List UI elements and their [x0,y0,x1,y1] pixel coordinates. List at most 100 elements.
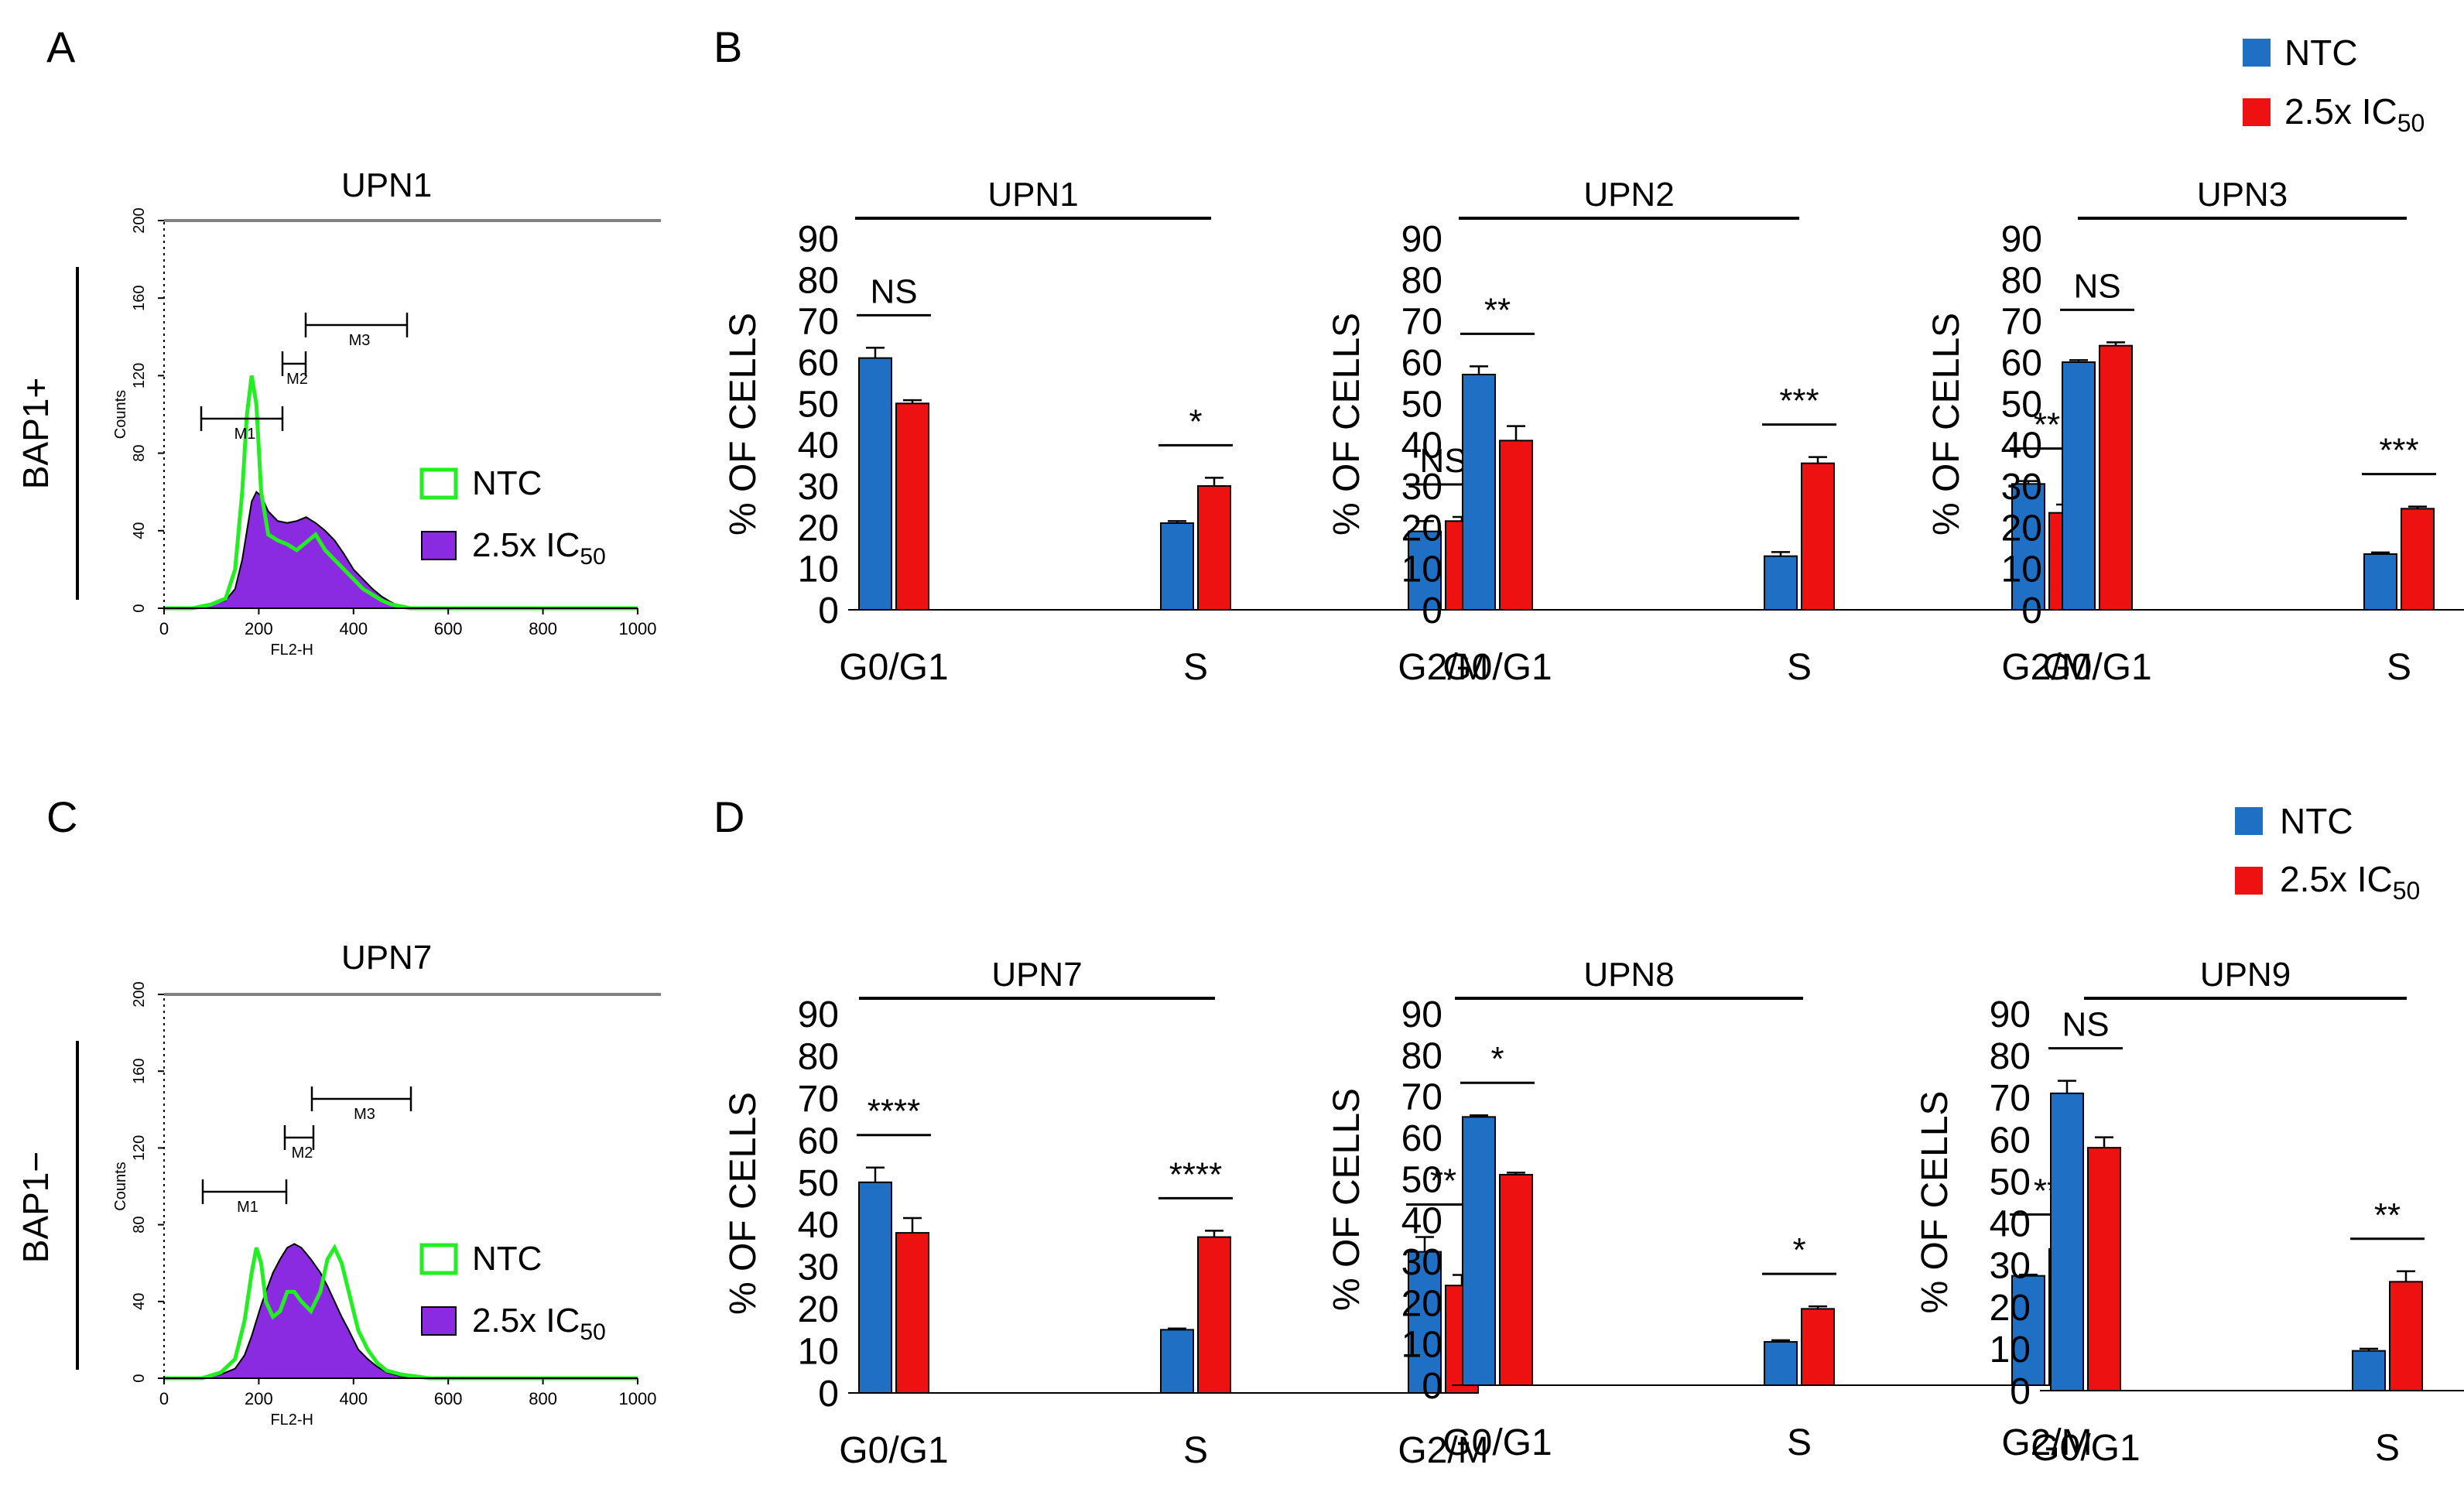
histogram-marker-m1: M1 [201,1179,288,1216]
histogram-marker-m3: M3 [310,1086,412,1123]
panel-letter-b: B [714,22,742,71]
ntc-bar-g0-g1 [858,357,892,611]
significance-label: ** [1430,1162,1456,1200]
bar-chart-title: UPN7 [991,956,1082,994]
legend-top-treated-sub: 50 [2397,109,2425,137]
bar-chart-y-tick-label: 50 [798,1163,839,1204]
treated-bar-s [1801,1308,1835,1387]
legend-top-treated-label: 2.5x IC50 [2284,91,2425,137]
bar-chart-y-tick-label: 60 [1401,343,1442,384]
ntc-bar-g0-g1 [1462,1116,1496,1387]
histogram-x-tick-label: 800 [529,619,557,638]
ntc-bar-s [1160,522,1194,611]
bar-chart-y-label: % OF CELLS [1926,313,1967,536]
bar-chart-category-label: S [1787,1422,1812,1463]
histogram-y-tick-label: 200 [131,981,148,1007]
bar-chart-y-tick-label: 70 [1401,1077,1442,1118]
histogram-y-tick-label: 160 [131,1059,148,1084]
histogram-legend-ntc-label: NTC [472,1240,542,1278]
bar-chart-y-tick-label: 20 [1401,1283,1442,1324]
bar-chart-category-label: G0/G1 [1442,647,1552,688]
bar-chart-category-label: G0/G1 [2042,647,2151,688]
bar-chart-y-tick-label: 60 [1990,1120,2031,1161]
significance-label: ** [2034,406,2060,444]
histogram-legend-ntc-label: NTC [472,464,542,502]
bar-chart-y-tick-label: 60 [1401,1118,1442,1159]
bar-chart-category-label: G2/M [1398,647,1488,688]
histogram-y-tick-label: 160 [131,286,148,311]
histogram-legend-treated-label: 2.5x IC50 [472,1302,606,1345]
treated-bar-g0-g1 [1499,440,1533,611]
histogram-x-tick-label: 200 [245,619,273,638]
bar-chart-y-tick-label: 90 [2001,219,2042,260]
histogram-y-tick-label: 80 [131,1216,148,1233]
bar-chart-title: UPN1 [987,176,1078,214]
histogram-upn1: UPN1 0 200 400 600 800 1000 0 40 80 120 160 200 FL2-H… [112,166,661,659]
legend-top-treated-text: 2.5x IC [2284,91,2397,132]
bar-chart-y-tick-label: 90 [798,994,839,1035]
histogram-legend-treated-text: 2.5x IC [472,526,580,564]
bar-chart-y-tick-label: 10 [798,1332,839,1373]
significance-label: ** [1484,291,1511,329]
bar-chart-category-label: S [2375,1428,2400,1469]
histogram-y-label: Counts [112,390,129,439]
bar-chart-y-tick-label: 60 [798,1121,839,1162]
histogram-x-tick-label: 1000 [619,1389,657,1408]
significance-label: **** [1169,1155,1223,1193]
bar-chart-category-label: G0/G1 [1442,1422,1552,1463]
bar-chart-title: UPN9 [2200,956,2291,994]
bar-chart-y-tick-label: 30 [1401,1242,1442,1283]
bar-chart-y-tick-label: 10 [2001,549,2042,590]
bar-chart-category-label: G0/G1 [839,1430,948,1471]
histogram-y-tick-label: 0 [131,1374,148,1382]
bar-chart-y-tick-label: 80 [798,260,839,301]
significance-label: NS [2073,267,2120,305]
treated-bar-g0-g1 [2087,1147,2121,1391]
histogram-marker-m1: M1 [200,406,284,443]
histogram-x-tick-label: 600 [434,619,463,638]
bar-chart-y-tick-label: 10 [1990,1329,2031,1371]
bar-chart-y-tick-label: 0 [2021,590,2042,631]
bar-chart-y-tick-label: 10 [798,549,839,590]
bar-chart-y-label: % OF CELLS [723,313,764,536]
ntc-bar-s [2352,1350,2386,1392]
bar-chart-category-label: S [1183,647,1208,688]
bar-chart-y-tick-label: 20 [798,508,839,549]
bar-chart-y-tick-label: 50 [2001,384,2042,425]
significance-label: NS [2062,1006,2109,1044]
histogram-x-tick-label: 800 [529,1389,557,1408]
bar-chart-category-label: S [1787,647,1812,688]
bar-chart-y-tick-label: 40 [798,1205,839,1246]
histogram-legend-treated-swatch [421,531,457,560]
histogram-legend-ntc-swatch [419,1243,458,1275]
bar-chart-y-tick-label: 0 [818,590,839,631]
significance-label: NS [1419,442,1466,480]
panel-letter-d: D [714,792,744,841]
legend-top: NTC 2.5x IC50 [2243,33,2425,137]
marker-label: M2 [292,1145,313,1162]
legend-bottom-ntc-label: NTC [2280,801,2353,841]
bar-chart-y-tick-label: 60 [798,343,839,384]
bar-chart-y-tick-label: 30 [798,1247,839,1288]
legend-bottom-treated-sub: 50 [2393,877,2421,905]
histogram-marker-m2: M2 [283,1125,315,1162]
ntc-bar-s [1160,1329,1194,1394]
histogram-legend-treated-text: 2.5x IC [472,1302,580,1340]
bar-chart-y-tick-label: 90 [798,219,839,260]
treated-bar-g0-g1 [895,1232,929,1394]
bar-chart-y-tick-label: 40 [798,426,839,467]
ntc-bar-g0-g1 [2062,361,2096,611]
bar-chart-y-tick-label: 40 [2001,426,2042,467]
histogram-x-tick-label: 200 [245,1389,273,1408]
bar-chart-y-tick-label: 20 [2001,508,2042,549]
histogram-y-tick-label: 0 [131,604,148,612]
bar-chart-y-tick-label: 50 [798,384,839,425]
bar-chart-category-label: G0/G1 [839,647,948,688]
significance-label: **** [868,1093,921,1131]
bar-chart-y-tick-label: 40 [1401,426,1442,467]
row-label-bap1-neg: BAP1− [15,1152,56,1264]
bar-chart-y-tick-label: 0 [2010,1371,2031,1412]
